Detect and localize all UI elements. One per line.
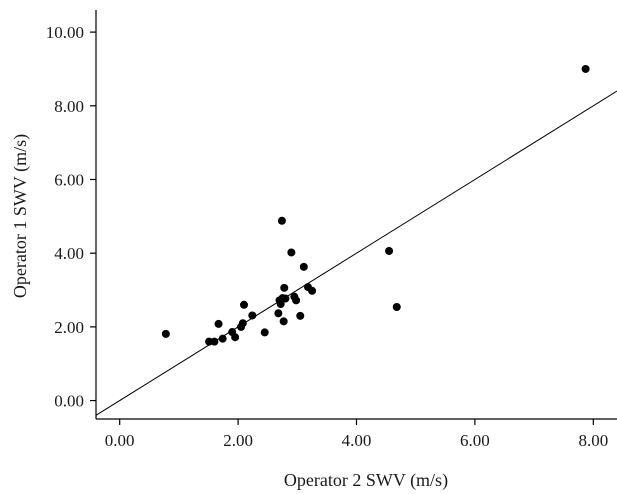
data-point [218, 334, 227, 343]
y-axis-title: Operator 1 SWV (m/s) [10, 134, 31, 298]
data-point [214, 319, 223, 328]
y-tick-label: 4.00 [54, 244, 84, 263]
data-point [292, 296, 301, 305]
data-point [581, 64, 590, 73]
ticks-layer: 0.00 2.00 4.00 6.00 8.00 0.00 2.00 4.00 6.00 8.00… [46, 23, 608, 450]
reference-line-layer [95, 90, 617, 416]
data-point [277, 216, 286, 225]
y-tick-label: 0.00 [54, 392, 84, 411]
y-tick-label: 8.00 [54, 97, 84, 116]
data-point [260, 328, 269, 337]
data-point [287, 248, 296, 257]
data-point [274, 309, 283, 318]
y-tick-label: 2.00 [54, 318, 84, 337]
data-point [392, 302, 401, 311]
identity-line [95, 90, 617, 416]
data-point [385, 246, 394, 255]
data-point [231, 333, 240, 342]
data-point [240, 300, 249, 309]
data-point [279, 317, 288, 326]
data-point [296, 311, 305, 320]
data-point [210, 337, 219, 346]
y-tick-label: 6.00 [54, 170, 84, 189]
x-axis-title: Operator 2 SWV (m/s) [284, 470, 448, 491]
data-point [248, 311, 257, 320]
data-point [308, 286, 317, 295]
data-point [299, 262, 308, 271]
axes-layer [95, 10, 617, 420]
x-tick-label: 0.00 [105, 431, 135, 450]
points-layer [161, 64, 590, 346]
x-tick-label: 2.00 [223, 431, 253, 450]
data-point [238, 319, 247, 328]
y-tick-label: 10.00 [46, 23, 84, 42]
x-tick-label: 4.00 [342, 431, 372, 450]
x-tick-label: 6.00 [460, 431, 490, 450]
x-tick-label: 8.00 [578, 431, 608, 450]
data-point [281, 294, 290, 303]
data-point [161, 329, 170, 338]
data-point [280, 283, 289, 292]
